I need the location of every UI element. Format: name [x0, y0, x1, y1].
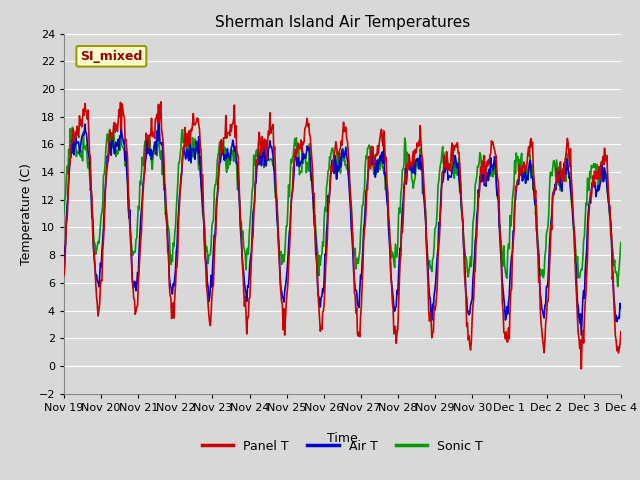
Text: SI_mixed: SI_mixed [80, 50, 143, 63]
Y-axis label: Temperature (C): Temperature (C) [20, 163, 33, 264]
Legend: Panel T, Air T, Sonic T: Panel T, Air T, Sonic T [196, 434, 488, 457]
Title: Sherman Island Air Temperatures: Sherman Island Air Temperatures [215, 15, 470, 30]
X-axis label: Time: Time [327, 432, 358, 445]
